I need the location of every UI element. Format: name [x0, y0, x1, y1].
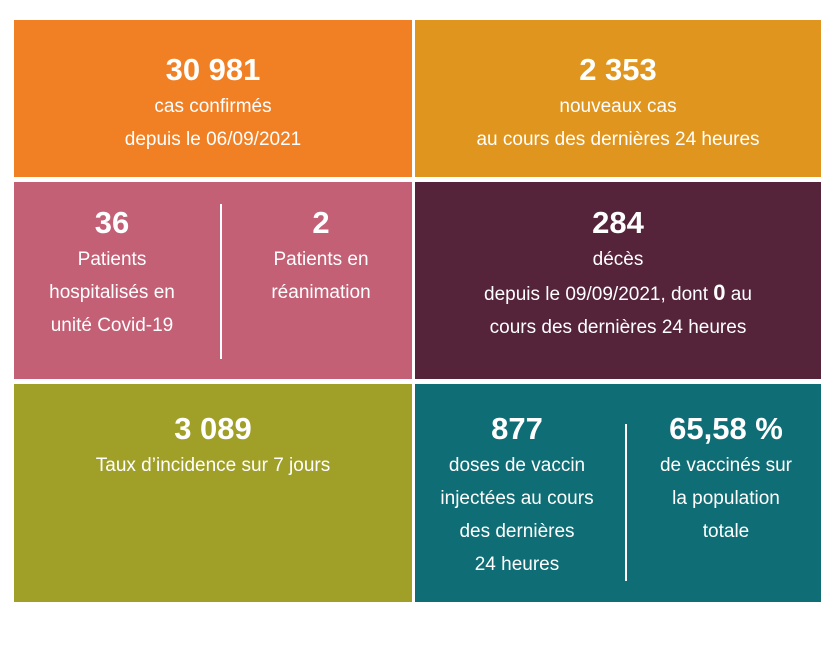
- vaccination-tile: 877 doses de vaccin injectées au cours d…: [415, 384, 821, 602]
- vaccination-rate-label-line: totale: [702, 521, 750, 542]
- hospitalised-value: 36: [94, 205, 130, 240]
- new-cases-label: nouveaux cas: [559, 96, 677, 117]
- confirmed-cases-since: depuis le 06/09/2021: [124, 129, 302, 150]
- icu-value: 2: [312, 205, 330, 240]
- new-cases-value: 2 353: [579, 52, 657, 87]
- vaccination-divider: [625, 424, 627, 581]
- icu-block: 2 Patients en réanimation: [230, 182, 412, 309]
- deaths-since-text: depuis le 09/09/2021, dont: [484, 284, 714, 305]
- hospitalised-label-line: Patients: [77, 249, 147, 270]
- hospital-divider: [220, 204, 222, 359]
- doses-label-line: doses de vaccin: [448, 455, 586, 476]
- doses-value: 877: [491, 411, 543, 446]
- doses-label-line: injectées au cours: [440, 488, 594, 509]
- doses-label-line: des dernières: [459, 521, 575, 542]
- deaths-since-suffix: au: [725, 284, 752, 305]
- new-cases-tile: 2 353 nouveaux cas au cours des dernière…: [415, 20, 821, 177]
- deaths-value: 284: [592, 205, 644, 240]
- confirmed-cases-value: 30 981: [165, 52, 261, 87]
- vaccination-rate-value: 65,58 %: [669, 411, 783, 446]
- doses-block: 877 doses de vaccin injectées au cours d…: [415, 384, 619, 581]
- vaccination-rate-label-line: la population: [672, 488, 780, 509]
- doses-label-line: 24 heures: [474, 554, 560, 575]
- confirmed-cases-tile: 30 981 cas confirmés depuis le 06/09/202…: [14, 20, 412, 177]
- deaths-tile: 284 décès depuis le 09/09/2021, dont 0 a…: [415, 182, 821, 379]
- confirmed-cases-label: cas confirmés: [154, 96, 272, 117]
- deaths-period: cours des dernières 24 heures: [489, 317, 747, 338]
- new-cases-period: au cours des dernières 24 heures: [476, 129, 760, 150]
- incidence-value: 3 089: [174, 411, 252, 446]
- hospitalised-block: 36 Patients hospitalisés en unité Covid-…: [14, 182, 210, 342]
- icu-label-line: réanimation: [271, 282, 371, 303]
- hospitalised-label-line: unité Covid-19: [50, 315, 174, 336]
- hospital-tile: 36 Patients hospitalisés en unité Covid-…: [14, 182, 412, 379]
- deaths-since-line: depuis le 09/09/2021, dont 0 au: [415, 276, 821, 311]
- vaccination-rate-label-line: de vaccinés sur: [659, 455, 792, 476]
- vaccination-rate-block: 65,58 % de vaccinés sur la population to…: [631, 384, 821, 548]
- icu-label-line: Patients en: [273, 249, 369, 270]
- deaths-last-24h-value: 0: [713, 280, 726, 305]
- incidence-tile: 3 089 Taux d’incidence sur 7 jours: [14, 384, 412, 602]
- hospitalised-label-line: hospitalisés en: [49, 282, 175, 303]
- incidence-label: Taux d’incidence sur 7 jours: [95, 455, 331, 476]
- deaths-label: décès: [592, 249, 644, 270]
